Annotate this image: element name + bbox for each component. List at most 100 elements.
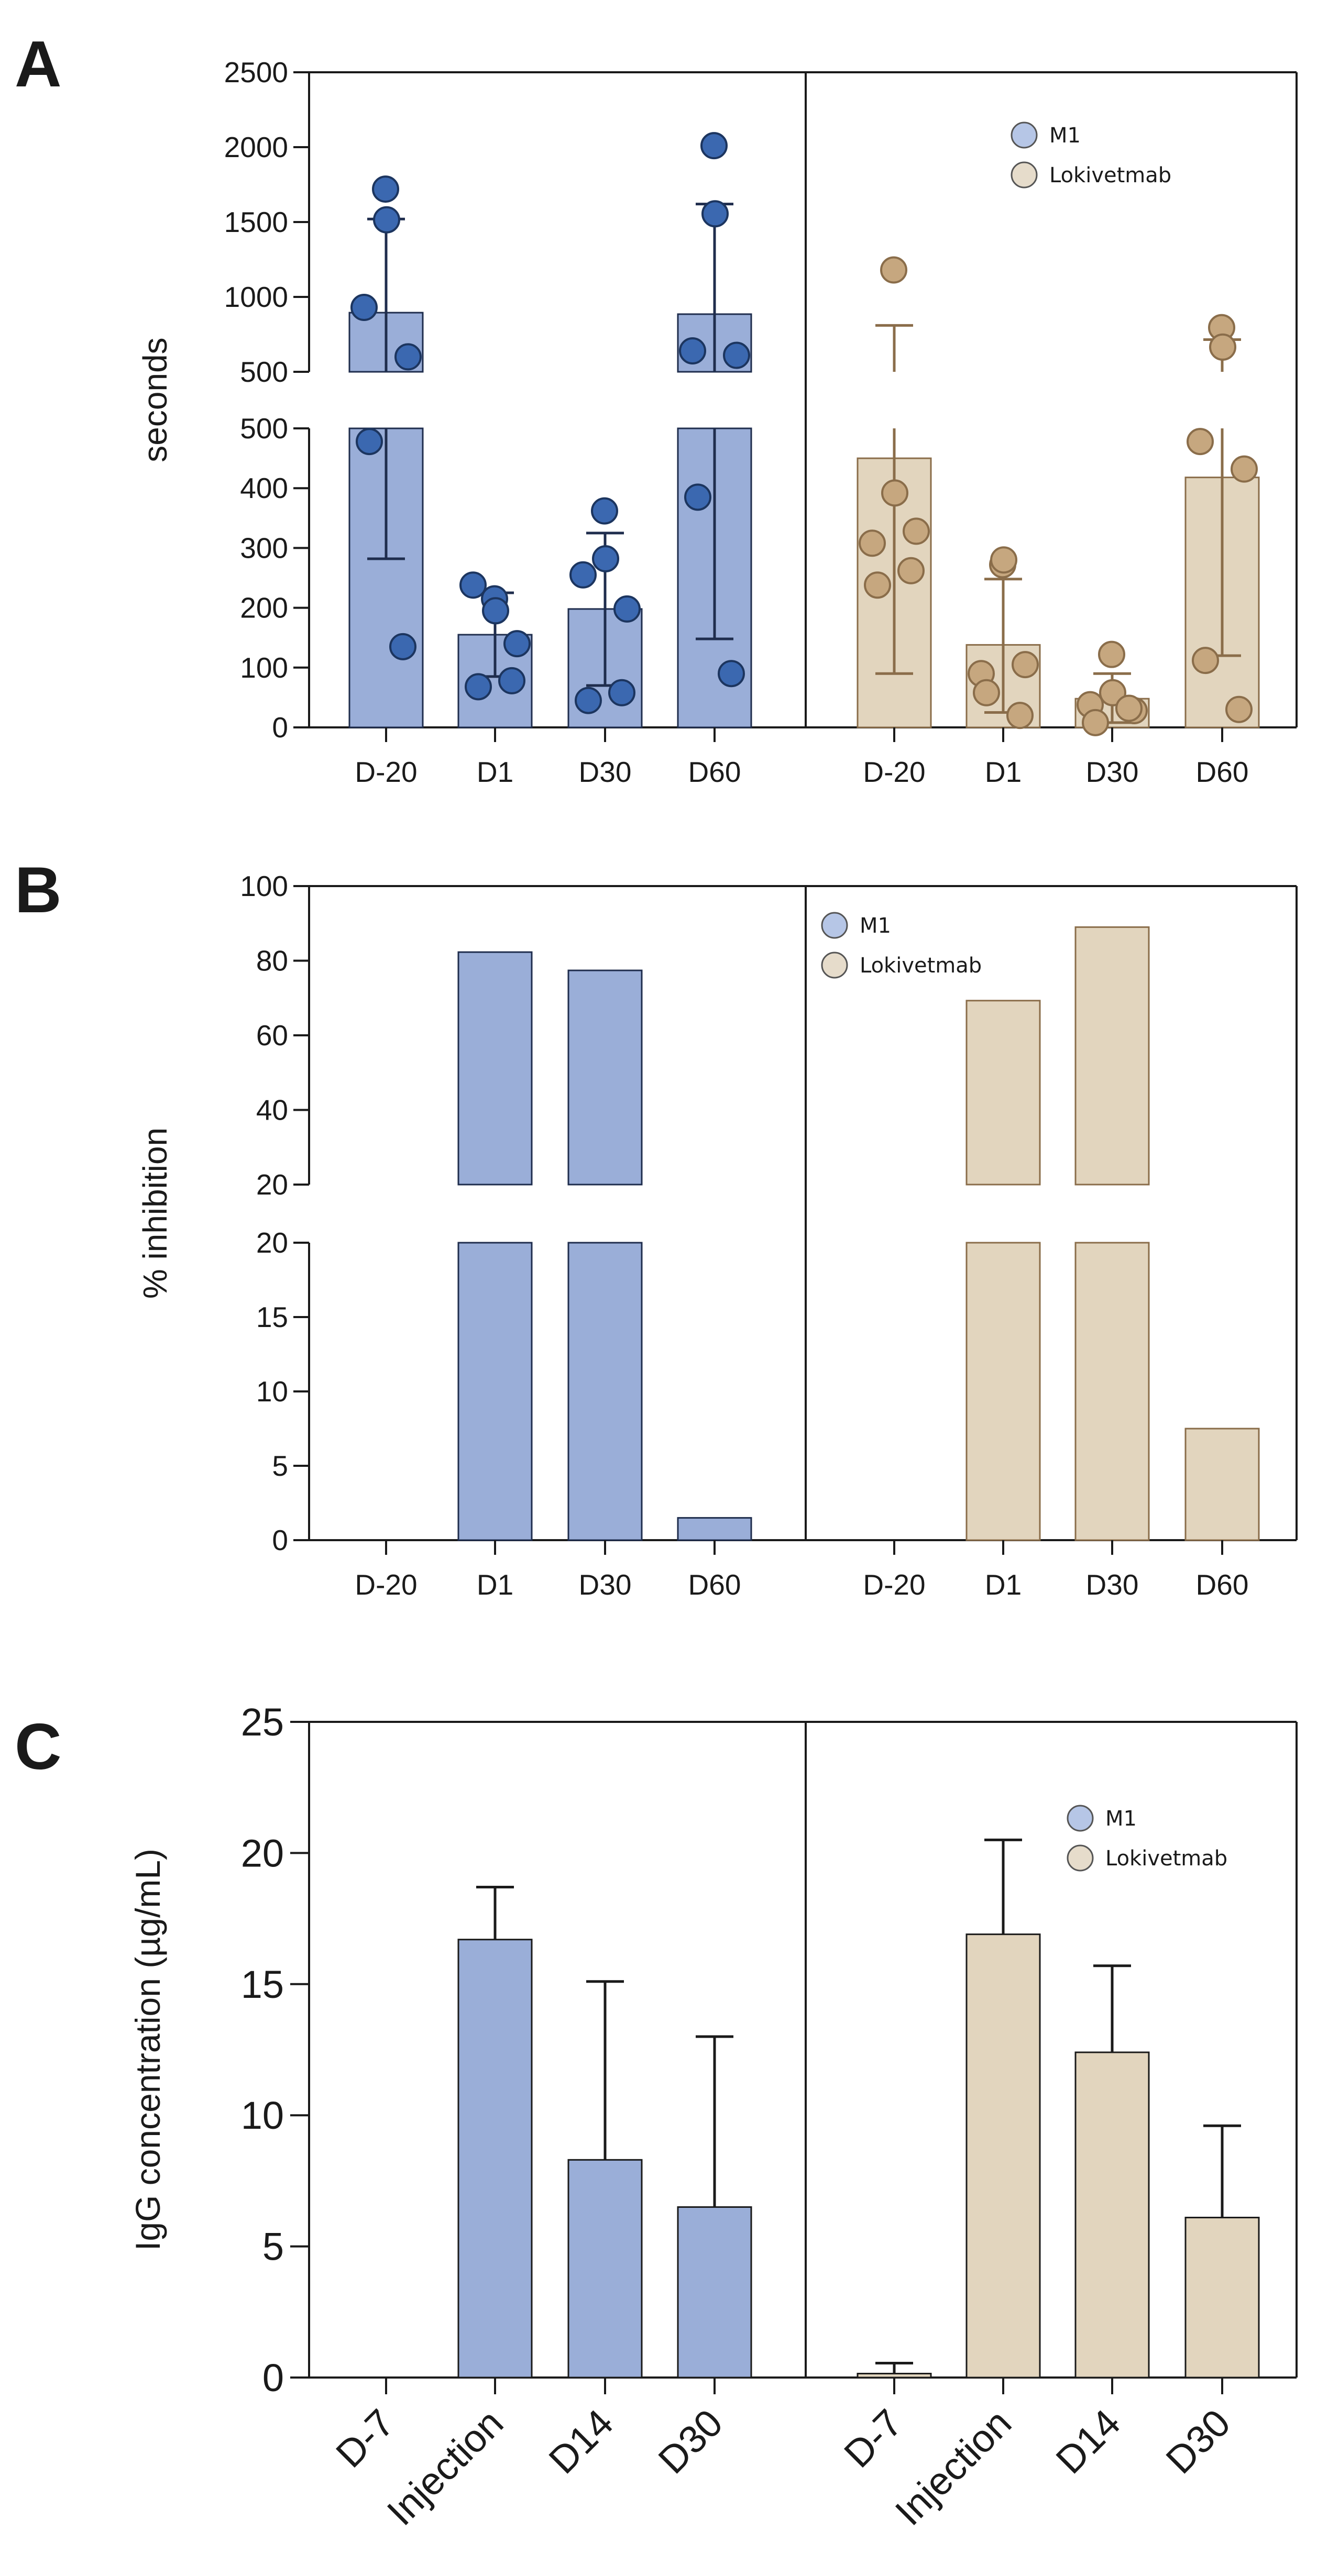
y-tick-label-lower: 5 [272,1450,288,1482]
data-point [1187,428,1214,456]
legend-marker-lokivetmab [821,952,848,979]
data-point [498,667,525,694]
data-point [973,679,1000,706]
data-point [569,561,597,589]
data-point [459,571,487,599]
data-point [897,557,925,584]
data-point [503,630,531,658]
legend-label-lokivetmab: Lokivetmab [860,954,982,978]
y-tick-label: 5 [262,2225,284,2269]
data-point [701,200,729,228]
y-tick-label-lower: 200 [240,592,288,624]
x-tick-label: Injection [887,2401,1020,2534]
bar-lower-segment [567,1242,643,1541]
bar [857,2372,932,2379]
data-point [575,687,602,714]
x-tick-label: D30 [579,1568,632,1601]
data-point [1098,640,1125,668]
legend-marker-m1 [1067,1805,1094,1832]
y-tick-label-upper: 100 [240,870,288,902]
bar [1074,2051,1150,2379]
x-tick-label: D60 [1196,1568,1249,1601]
x-tick-label: D-7 [836,2401,910,2476]
bar [457,1939,533,2379]
data-point [389,633,416,660]
data-point [394,343,422,371]
x-tick-label: D30 [579,756,632,788]
data-point [1225,695,1253,723]
bar [1184,1428,1260,1541]
bar [567,2159,643,2379]
data-point [880,256,907,284]
y-tick-label-lower: 300 [240,532,288,564]
y-axis-title: IgG concentration (µg/mL) [128,1849,167,2251]
data-point [465,673,492,701]
data-point [864,571,891,599]
data-point [1082,709,1109,736]
data-point [990,546,1017,574]
x-tick-label: D1 [477,756,513,788]
y-tick-label-upper: 20 [256,1168,288,1201]
x-tick-label: D14 [1048,2401,1129,2482]
y-tick-label-upper: 2000 [224,131,288,163]
y-tick-label-upper: 1000 [224,281,288,313]
bar [1184,2217,1260,2379]
bar-upper-segment [567,969,643,1186]
data-point [482,597,509,625]
data-point [881,479,908,507]
x-tick-label: D-7 [327,2401,402,2476]
y-tick-label: 15 [241,1963,284,2006]
x-tick-label: D-20 [863,756,925,788]
data-point [372,175,399,203]
y-tick-label-upper: 80 [256,945,288,977]
y-axis-title: seconds [136,337,174,462]
data-point [356,428,383,456]
x-tick-label: D1 [985,756,1022,788]
data-point [591,497,618,525]
x-tick-label: D-20 [355,1568,417,1601]
legend-label-lokivetmab: Lokivetmab [1049,163,1171,187]
x-tick-label: D30 [650,2401,731,2482]
bar-lower-segment [1074,1242,1150,1541]
data-point [718,660,745,688]
legend-marker-lokivetmab [1011,161,1038,189]
bar-upper-segment [1074,926,1150,1186]
x-tick-label: D60 [1196,756,1249,788]
panel-letter-b: B [15,854,62,926]
bar-upper-segment [457,951,533,1186]
bar [965,1933,1041,2379]
y-tick-label-lower: 500 [240,412,288,445]
legend-marker-lokivetmab [1067,1844,1094,1872]
bar-upper-segment [965,1000,1041,1186]
y-tick-label-lower: 20 [256,1226,288,1259]
y-tick-label: 0 [262,2356,284,2400]
data-point [903,517,930,545]
x-tick-label: D60 [688,1568,741,1601]
y-tick-label-upper: 1500 [224,206,288,238]
y-tick-label-upper: 2500 [224,56,288,89]
y-tick-label: 10 [241,2094,284,2137]
legend-marker-m1 [1011,121,1038,149]
y-tick-label-lower: 0 [272,711,288,744]
x-tick-label: D1 [985,1568,1022,1601]
data-point [679,337,706,364]
x-tick-label: D30 [1086,1568,1139,1601]
y-tick-label-upper: 500 [240,356,288,388]
y-tick-label-lower: 400 [240,472,288,504]
y-tick-label-upper: 40 [256,1094,288,1126]
x-tick-label: D30 [1086,756,1139,788]
data-point [1006,702,1034,729]
y-tick-label-lower: 15 [256,1301,288,1333]
data-point [1115,694,1143,722]
x-tick-label: D-20 [355,756,417,788]
bar [677,2206,752,2379]
y-tick-label: 20 [241,1831,284,1875]
bar [677,1517,752,1541]
data-point [1192,647,1219,675]
panel-letter-a: A [15,28,62,101]
data-point [684,483,711,511]
data-point [613,595,641,623]
y-tick-label-lower: 10 [256,1375,288,1408]
data-point [700,132,728,160]
